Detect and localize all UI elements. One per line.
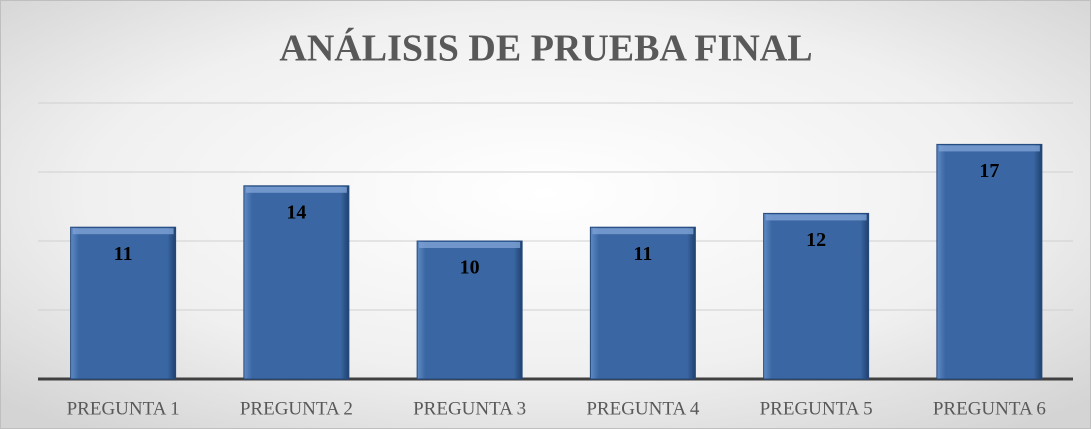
bar [416,240,523,380]
x-tick-label: PREGUNTA 6 [933,398,1046,419]
data-label: 17 [979,160,999,182]
bar-highlight [765,214,867,221]
data-label: 11 [633,243,652,265]
bar [589,226,696,380]
bar [936,143,1043,380]
bar [243,185,350,380]
x-tick-label: PREGUNTA 4 [586,398,700,419]
bar-highlight [592,228,694,235]
x-tick-label: PREGUNTA 3 [413,398,526,419]
x-tick-label: PREGUNTA 1 [67,398,180,419]
data-label: 11 [114,243,133,265]
data-label: 14 [286,201,306,223]
bar [763,212,870,380]
x-tick-label: PREGUNTA 5 [760,398,873,419]
bar-highlight [72,228,174,235]
data-label: 10 [460,257,480,279]
bar [70,226,177,380]
x-tick-label: PREGUNTA 2 [240,398,353,419]
bar-highlight [245,186,347,193]
bar-highlight [938,145,1040,152]
data-label: 12 [806,229,826,251]
chart-title: ANÁLISIS DE PRUEBA FINAL [279,28,812,70]
bar-highlight [419,242,521,248]
